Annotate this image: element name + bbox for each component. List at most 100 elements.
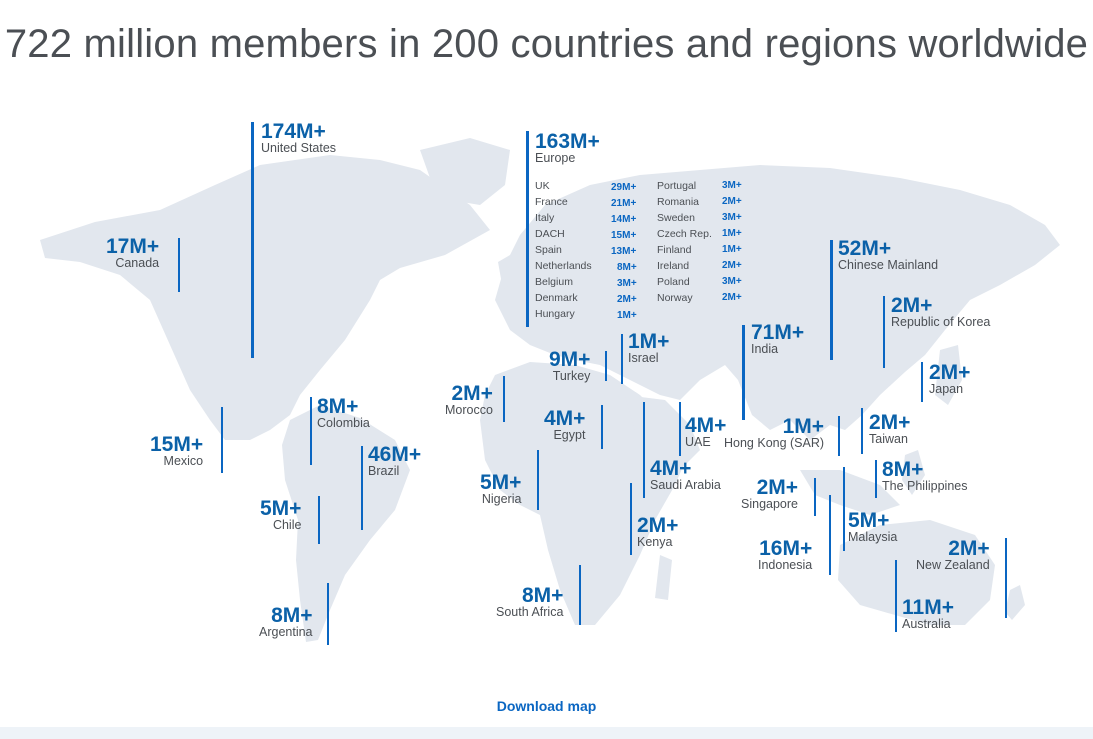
region-value: 71M+ [751,321,805,344]
europe-country: Italy [535,212,555,224]
region-name: South Africa [496,605,564,619]
region-japan: 2M+ Japan [929,362,970,396]
europe-country: Belgium [535,276,573,288]
europe-country: UK [535,180,550,192]
europe-country: Netherlands [535,260,592,272]
europe-value: 2M+ [722,260,742,271]
region-name: Morocco [445,403,493,417]
europe-value: 3M+ [722,180,742,191]
region-colombia: 8M+ Colombia [317,396,370,430]
region-malaysia: 5M+ Malaysia [848,510,897,544]
region-value: 8M+ [317,395,359,418]
region-value: 2M+ [929,361,971,384]
region-name: Chinese Mainland [838,258,939,272]
region-value: 5M+ [848,509,890,532]
region-value: 163M+ [535,130,600,153]
region-indonesia: 16M+ Indonesia [758,538,812,572]
region-nigeria: 5M+ Nigeria [480,472,521,506]
region-name: Chile [272,518,302,532]
europe-value: 15M+ [611,230,637,241]
region-hong-kong: 1M+ Hong Kong (SAR) [724,416,824,450]
region-philippines: 8M+ The Philippines [882,459,967,493]
region-name: Argentina [259,625,313,639]
region-name: Egypt [553,428,586,442]
region-taiwan: 2M+ Taiwan [869,412,910,446]
europe-value: 14M+ [611,214,637,225]
region-morocco: 2M+ Morocco [445,383,493,417]
region-europe: 163M+ Europe [535,131,600,165]
region-value: 52M+ [838,237,892,260]
europe-value: 8M+ [617,262,637,273]
region-value: 15M+ [150,433,204,456]
region-argentina: 8M+ Argentina [259,605,313,639]
region-singapore: 2M+ Singapore [741,477,798,511]
region-uae: 4M+ UAE [685,415,726,449]
region-value: 4M+ [544,407,586,430]
region-value: 17M+ [106,235,160,258]
region-value: 8M+ [271,604,313,627]
region-value: 2M+ [637,514,679,537]
region-name: UAE [685,435,711,449]
region-israel: 1M+ Israel [628,331,669,365]
europe-value: 2M+ [722,292,742,303]
region-name: Indonesia [758,558,813,572]
region-name: The Philippines [882,479,968,493]
region-value: 1M+ [782,415,825,438]
region-value: 8M+ [521,584,564,607]
region-value: 174M+ [261,120,326,143]
region-saudi-arabia: 4M+ Saudi Arabia [650,458,721,492]
region-united-states: 174M+ United States [261,121,336,155]
region-value: 16M+ [759,537,813,560]
region-republic-of-korea: 2M+ Republic of Korea [891,295,990,329]
region-name: Japan [929,382,964,396]
region-value: 5M+ [480,471,522,494]
region-value: 1M+ [628,330,670,353]
region-name: Saudi Arabia [650,478,721,492]
region-india: 71M+ India [751,322,804,356]
europe-country: Ireland [657,260,690,272]
europe-value: 21M+ [611,198,637,209]
region-name: Hong Kong (SAR) [724,436,825,450]
europe-value: 1M+ [617,310,637,321]
europe-value: 1M+ [722,228,742,239]
europe-country: Sweden [657,212,695,224]
europe-country: Spain [535,244,562,256]
region-value: 2M+ [948,537,990,560]
region-name: Israel [628,351,659,365]
europe-value: 29M+ [611,182,637,193]
europe-country: Hungary [535,308,575,320]
europe-value: 3M+ [617,278,637,289]
region-chinese-mainland: 52M+ Chinese Mainland [838,238,938,272]
europe-value: 3M+ [722,212,742,223]
region-name: India [751,342,779,356]
region-chile: 5M+ Chile [260,498,301,532]
region-value: 2M+ [451,382,493,405]
region-kenya: 2M+ Kenya [637,515,678,549]
region-name: Kenya [637,535,673,549]
continents [40,138,1060,642]
region-value: 9M+ [549,348,591,371]
region-value: 46M+ [368,443,422,466]
region-value: 11M+ [902,596,954,619]
region-name: Malaysia [848,530,898,544]
europe-country: DACH [535,228,565,240]
europe-country: Poland [657,276,690,288]
region-egypt: 4M+ Egypt [544,408,585,442]
region-name: Canada [115,256,160,270]
europe-country: Portugal [657,180,697,192]
region-name: Europe [535,151,576,165]
region-value: 4M+ [685,414,727,437]
europe-country: Norway [657,292,693,304]
download-map-link[interactable]: Download map [496,698,597,714]
region-brazil: 46M+ Brazil [368,444,421,478]
region-value: 5M+ [260,497,302,520]
region-name: Colombia [317,416,370,430]
pointer-lines [178,122,1007,645]
europe-country: France [535,196,568,208]
europe-value: 2M+ [722,196,742,207]
region-value: 2M+ [756,476,798,499]
region-value: 4M+ [650,457,692,480]
region-turkey: 9M+ Turkey [549,349,590,383]
europe-value: 13M+ [611,246,637,257]
